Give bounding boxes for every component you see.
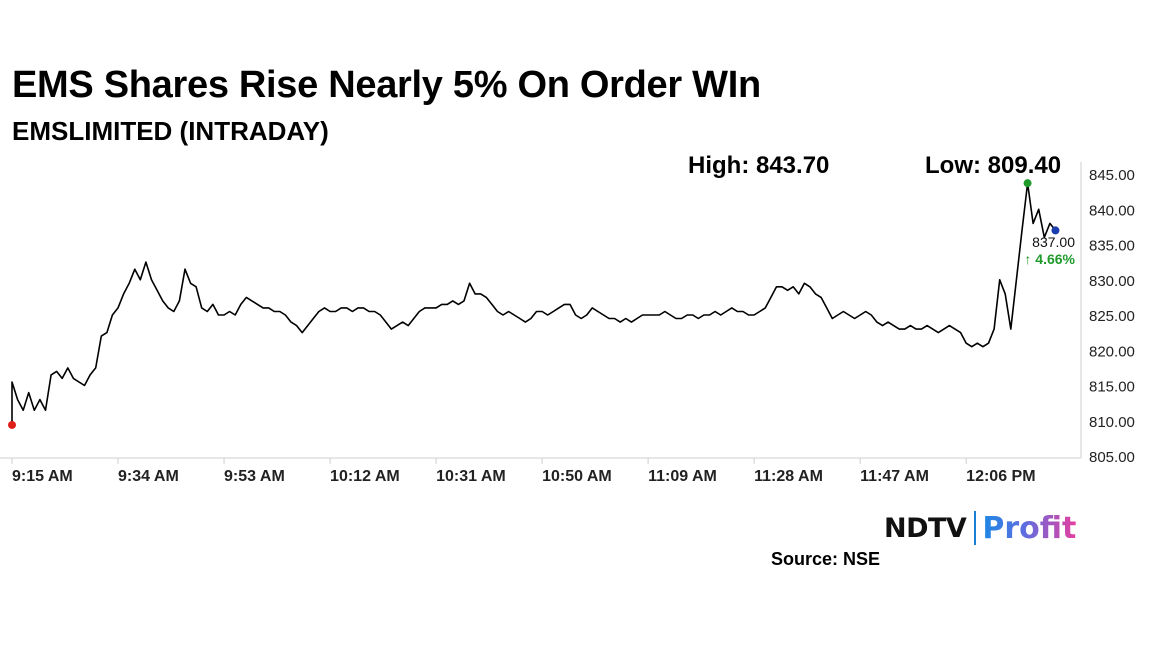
x-tick-label: 9:53 AM bbox=[224, 468, 285, 485]
y-tick-label: 820.00 bbox=[1089, 343, 1135, 360]
x-tick-label: 9:15 AM bbox=[12, 468, 73, 485]
brand-ndtv: NDTV bbox=[884, 512, 967, 544]
price-line bbox=[11, 182, 1057, 425]
x-tick-label: 12:06 PM bbox=[966, 468, 1035, 485]
low-point-marker bbox=[8, 420, 16, 429]
x-tick-label: 9:34 AM bbox=[118, 468, 179, 485]
x-tick-label: 11:28 AM bbox=[754, 468, 823, 485]
x-tick-label: 10:12 AM bbox=[330, 468, 400, 485]
chart-axes bbox=[0, 162, 1082, 464]
last-price-label: 837.00 bbox=[1032, 234, 1075, 250]
x-tick-label: 11:47 AM bbox=[860, 468, 929, 485]
low-label: Low: 809.40 bbox=[925, 152, 1062, 179]
source-note: Source: NSE bbox=[771, 549, 881, 569]
y-tick-label: 825.00 bbox=[1089, 308, 1135, 325]
y-tick-label: 815.00 bbox=[1089, 379, 1135, 396]
brand-profit: Profit bbox=[982, 510, 1077, 546]
y-tick-label: 845.00 bbox=[1089, 167, 1135, 184]
brand-separator bbox=[974, 511, 977, 545]
chart-title: EMS Shares Rise Nearly 5% On Order WIn bbox=[12, 64, 761, 106]
last-point-marker bbox=[1051, 226, 1060, 235]
high-label: High: 843.70 bbox=[688, 152, 830, 179]
x-tick-label: 11:09 AM bbox=[648, 468, 717, 485]
y-tick-label: 835.00 bbox=[1089, 238, 1135, 255]
y-tick-label: 805.00 bbox=[1089, 449, 1135, 466]
y-tick-label: 830.00 bbox=[1089, 273, 1135, 290]
x-tick-label: 10:31 AM bbox=[436, 468, 506, 485]
y-tick-label: 840.00 bbox=[1089, 202, 1135, 219]
price-markers bbox=[8, 179, 1060, 429]
x-tick-label: 10:50 AM bbox=[542, 468, 612, 485]
high-point-marker bbox=[1023, 179, 1032, 188]
ndtv-profit-logo: NDTV Profit bbox=[884, 508, 1076, 548]
change-label: ↑ 4.66% bbox=[1024, 251, 1075, 267]
tick-labels: 845.00 840.00 835.00 830.00 825.00 820.00 815.… bbox=[12, 167, 1135, 485]
price-series bbox=[11, 182, 1057, 425]
y-tick-label: 810.00 bbox=[1089, 414, 1135, 431]
chart-subtitle: EMSLIMITED (INTRADAY) bbox=[12, 116, 329, 146]
last-price-annotation: 837.00↑ 4.66% bbox=[1024, 234, 1075, 267]
